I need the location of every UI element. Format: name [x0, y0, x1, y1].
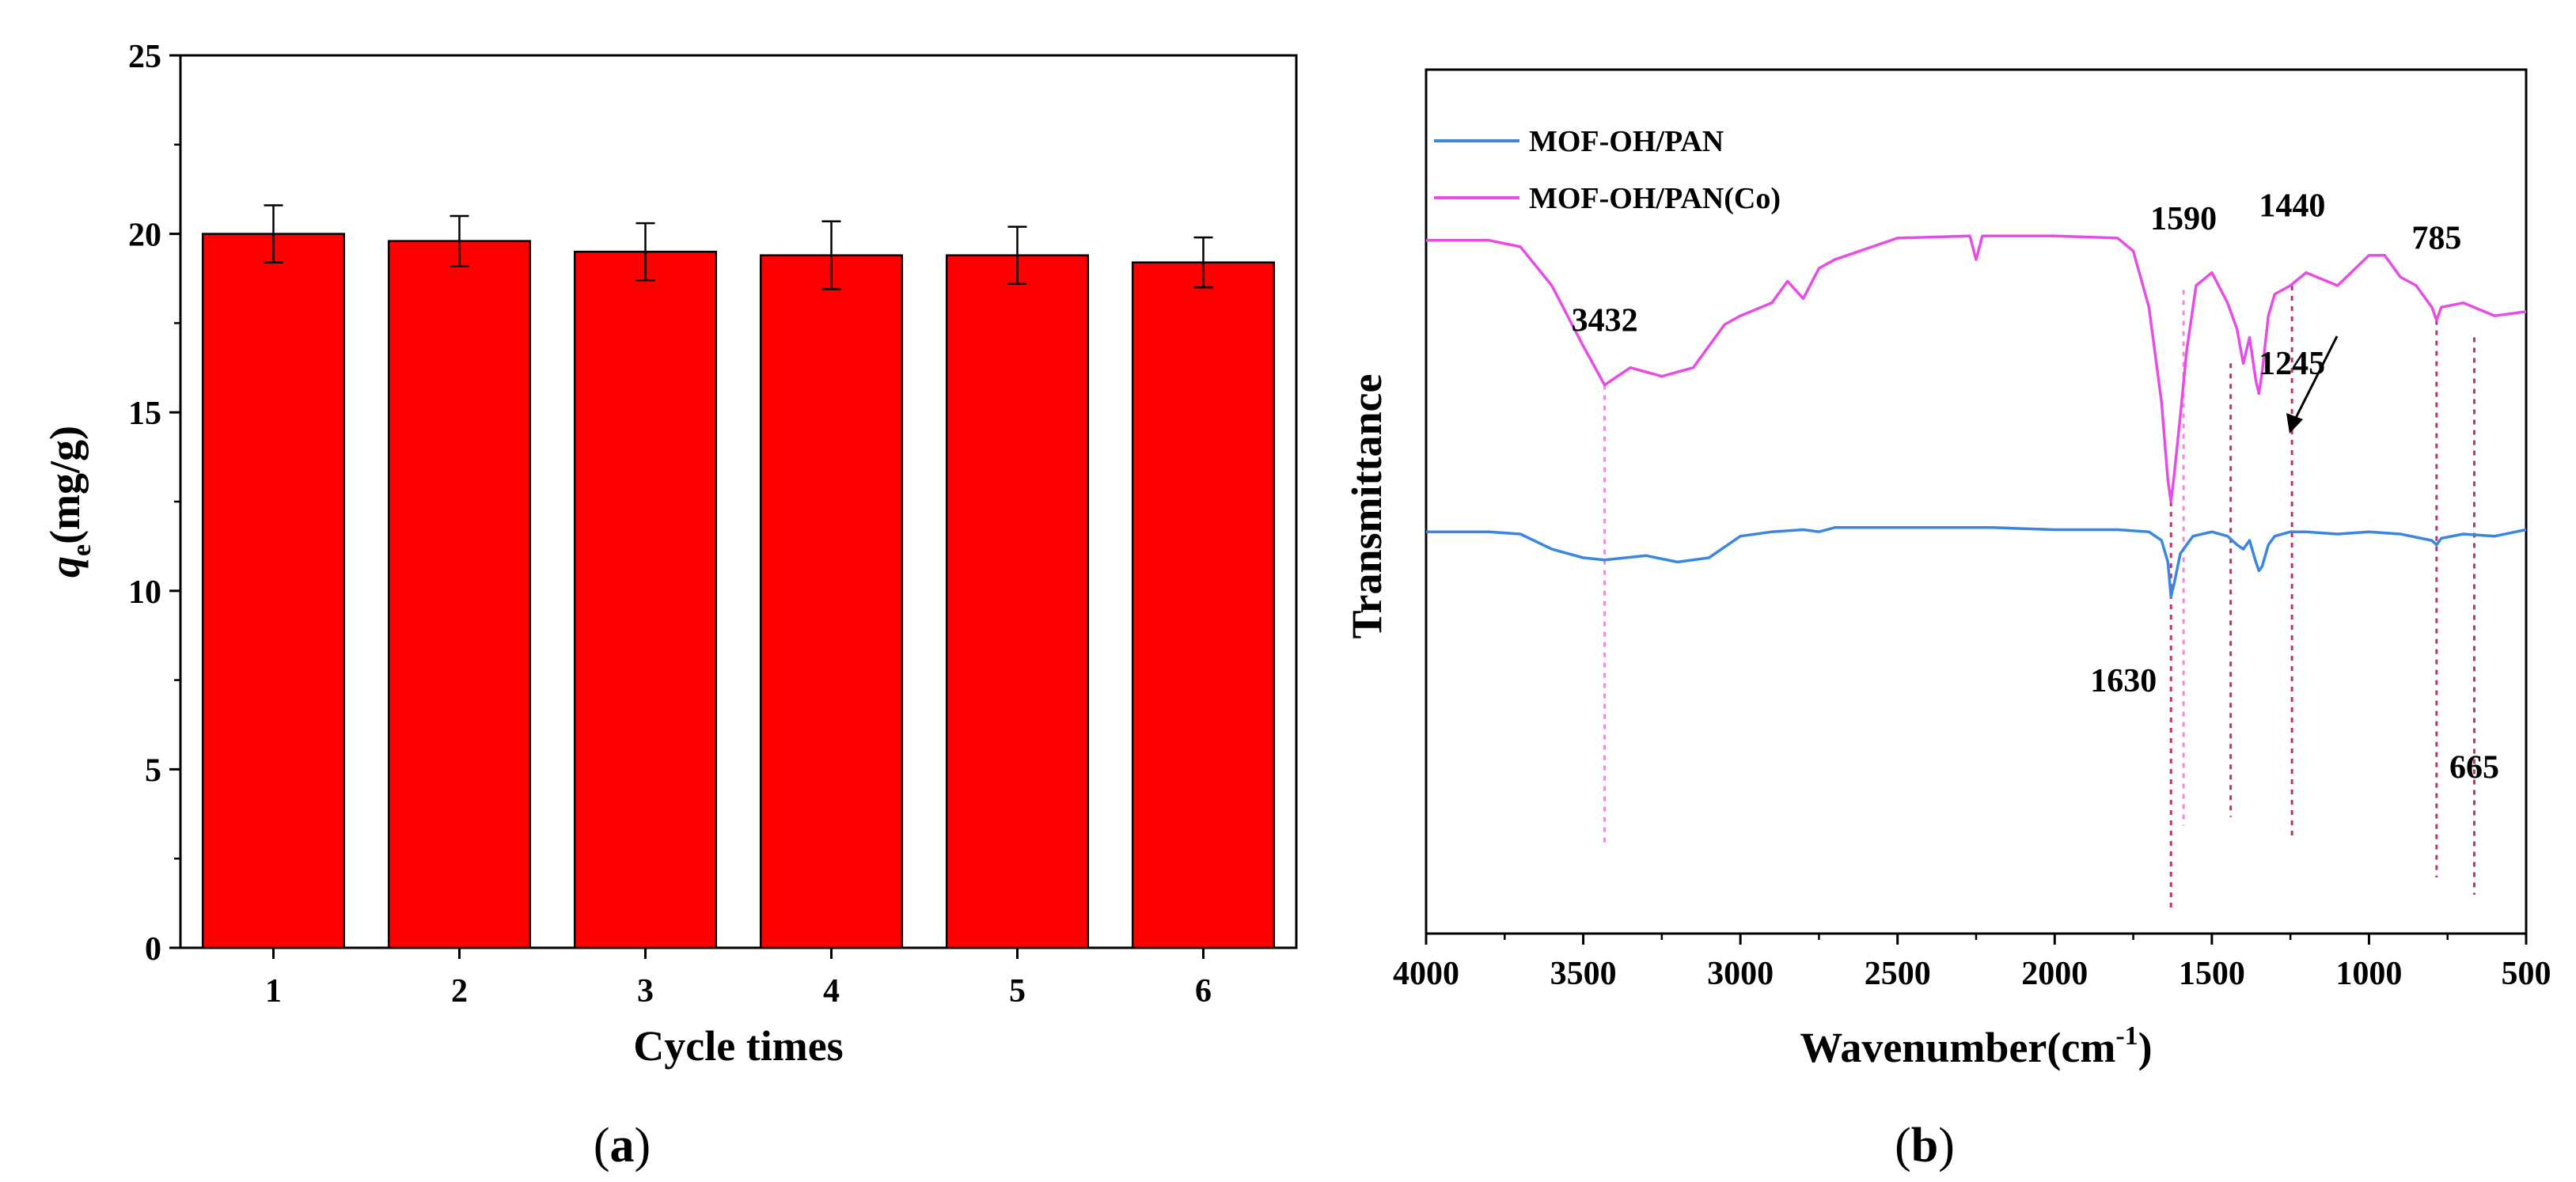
- y-tick-label: 5: [145, 752, 161, 789]
- y-tick-label: 20: [128, 218, 161, 254]
- bar-6: [1131, 261, 1276, 949]
- bar-4: [759, 254, 904, 949]
- x-axis-title: Wavenumber(cm-1): [1800, 1021, 2152, 1071]
- y-axis-title-symbol: q: [41, 556, 89, 578]
- x-tick-label: 1500: [2179, 956, 2245, 992]
- peak-label-785: 785: [2411, 221, 2461, 257]
- bar-1: [201, 233, 346, 949]
- peak-label-1630: 1630: [2090, 663, 2157, 699]
- peak-guide-lines: [1603, 286, 2475, 912]
- x-axis-ticks: 1 2 3 4 5 6: [265, 948, 1212, 1010]
- legend-label-1: MOF-OH/PAN: [1529, 125, 1724, 158]
- peak-label-3432: 3432: [1572, 302, 1638, 339]
- arrow-1440-head: [2286, 413, 2303, 434]
- x-tick-label: 500: [2502, 956, 2551, 992]
- x-axis-ticks: 4000 3500 3000 2500 2000 1500 1000 500: [1393, 934, 2551, 992]
- peak-label-1440: 1440: [2259, 188, 2325, 225]
- x-tick-label: 1000: [2335, 956, 2402, 992]
- x-tick-label: 3500: [1550, 956, 1617, 992]
- panel-a-bar-chart: 0 5 10 15 20 25 1 2 3 4 5 6 Cycle times qe(mg/g) (…: [41, 39, 1298, 1173]
- y-tick-label: 10: [128, 574, 161, 611]
- bar-2: [387, 240, 532, 949]
- y-axis-title: Transmittance: [1343, 374, 1390, 639]
- bar-3: [573, 250, 718, 949]
- bar-5: [945, 254, 1090, 949]
- y-axis-title-subscript: e: [67, 544, 97, 556]
- series-group: [1426, 234, 2527, 598]
- x-tick-label: 2500: [1865, 956, 1931, 992]
- y-tick-label: 15: [128, 396, 161, 432]
- peak-labels: 3432 1590 1440 1245 785 1630 665: [1572, 188, 2499, 786]
- bar-group: [201, 204, 1276, 949]
- x-tick-label: 5: [1009, 973, 1026, 1010]
- peak-label-665: 665: [2449, 749, 2499, 786]
- x-axis-title: Cycle times: [633, 1022, 843, 1070]
- x-tick-label: 3000: [1707, 956, 1774, 992]
- panel-b-ftir-chart: 4000 3500 3000 2500 2000 1500 1000 500 MOF-OH/P…: [1343, 68, 2551, 1173]
- panel-a-label: (a): [594, 1119, 651, 1173]
- x-tick-label: 2: [451, 973, 468, 1010]
- x-tick-label: 2000: [2021, 956, 2088, 992]
- peak-label-1245: 1245: [2259, 346, 2325, 382]
- y-tick-label: 0: [145, 931, 161, 968]
- series-line-mof-oh-pan-co: [1426, 234, 2527, 503]
- x-tick-label: 4000: [1393, 956, 1459, 992]
- panel-b-label: (b): [1895, 1119, 1955, 1173]
- x-tick-label: 1: [265, 973, 282, 1010]
- x-tick-label: 6: [1195, 973, 1212, 1010]
- y-axis-ticks: 0 5 10 15 20 25: [128, 39, 180, 968]
- y-tick-label: 25: [128, 39, 161, 75]
- x-tick-label: 3: [637, 973, 654, 1010]
- y-axis-title-unit: (mg/g): [41, 426, 89, 544]
- x-tick-label: 4: [823, 973, 840, 1010]
- peak-label-1590: 1590: [2150, 201, 2217, 237]
- y-axis-title: qe(mg/g): [41, 426, 97, 578]
- plot-a-frame: [179, 54, 1298, 949]
- series-line-mof-oh-pan: [1426, 526, 2527, 598]
- arrow-1440-line: [2293, 335, 2339, 420]
- legend-label-2: MOF-OH/PAN(Co): [1529, 182, 1781, 215]
- legend: MOF-OH/PAN MOF-OH/PAN(Co): [1434, 125, 1781, 215]
